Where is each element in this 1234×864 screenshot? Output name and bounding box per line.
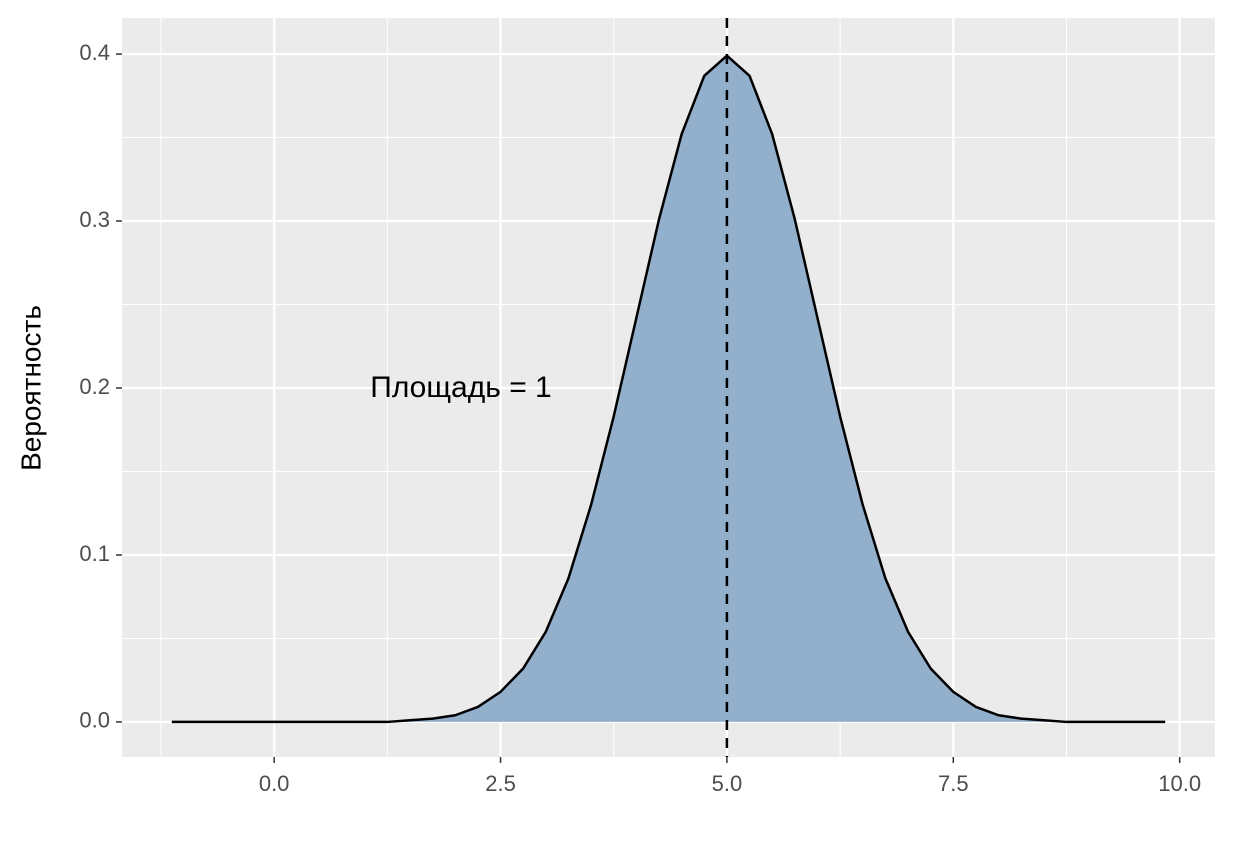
y-tick-label: 0.0 <box>79 708 110 733</box>
y-tick-label: 0.4 <box>79 40 110 65</box>
annotation: Площадь = 1 <box>370 371 551 404</box>
line <box>171 54 1166 724</box>
x-tick-label: 10.0 <box>1158 771 1201 796</box>
x-tick-label: 2.5 <box>485 771 516 796</box>
y-tick-label: 0.3 <box>79 207 110 232</box>
x-tick-label: 5.0 <box>712 771 743 796</box>
x-tick-label: 0.0 <box>259 771 290 796</box>
area <box>171 55 1166 722</box>
x-tick-label: 7.5 <box>938 771 969 796</box>
y-tick-label: 0.1 <box>79 541 110 566</box>
y-axis-label: Вероятность <box>15 305 46 471</box>
y-tick-label: 0.2 <box>79 374 110 399</box>
